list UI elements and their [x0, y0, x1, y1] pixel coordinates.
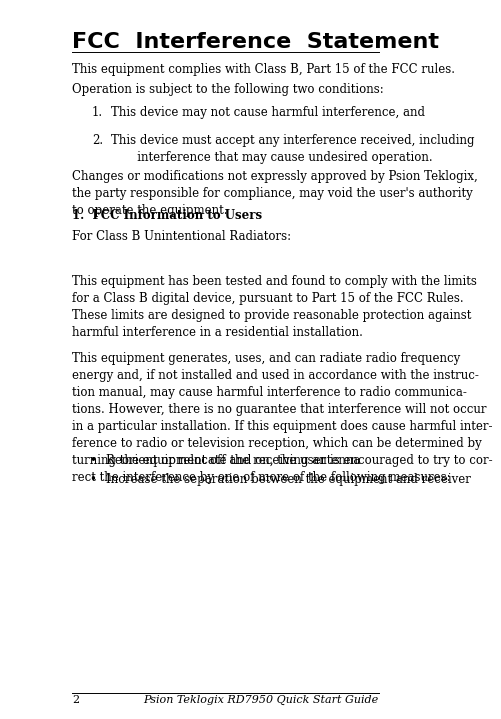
Text: This equipment complies with Class B, Part 15 of the FCC rules.: This equipment complies with Class B, Pa… — [72, 63, 455, 76]
Text: 2.: 2. — [92, 134, 103, 147]
Text: 1.  FCC Information to Users: 1. FCC Information to Users — [72, 209, 262, 222]
Text: This device may not cause harmful interference, and: This device may not cause harmful interf… — [111, 106, 425, 119]
Text: Increase the separation between the equipment and receiver: Increase the separation between the equi… — [106, 473, 470, 486]
Text: Operation is subject to the following two conditions:: Operation is subject to the following tw… — [72, 83, 384, 96]
Text: 2: 2 — [72, 695, 79, 705]
Text: 1.: 1. — [92, 106, 103, 119]
Text: •: • — [90, 473, 97, 486]
Text: For Class B Unintentional Radiators:: For Class B Unintentional Radiators: — [72, 230, 291, 243]
Text: This device must accept any interference received, including
       interference: This device must accept any interference… — [111, 134, 474, 165]
Text: Reorient or relocate the receiving antenna: Reorient or relocate the receiving anten… — [106, 454, 360, 467]
Text: This equipment generates, uses, and can radiate radio frequency
energy and, if n: This equipment generates, uses, and can … — [72, 352, 492, 485]
Text: FCC  Interference  Statement: FCC Interference Statement — [72, 32, 439, 52]
Text: This equipment has been tested and found to comply with the limits
for a Class B: This equipment has been tested and found… — [72, 275, 476, 339]
Text: Psion Teklogix RD7950 Quick Start Guide: Psion Teklogix RD7950 Quick Start Guide — [144, 695, 379, 705]
Text: Changes or modifications not expressly approved by Psion Teklogix,
the party res: Changes or modifications not expressly a… — [72, 170, 477, 217]
Text: •: • — [90, 454, 97, 467]
